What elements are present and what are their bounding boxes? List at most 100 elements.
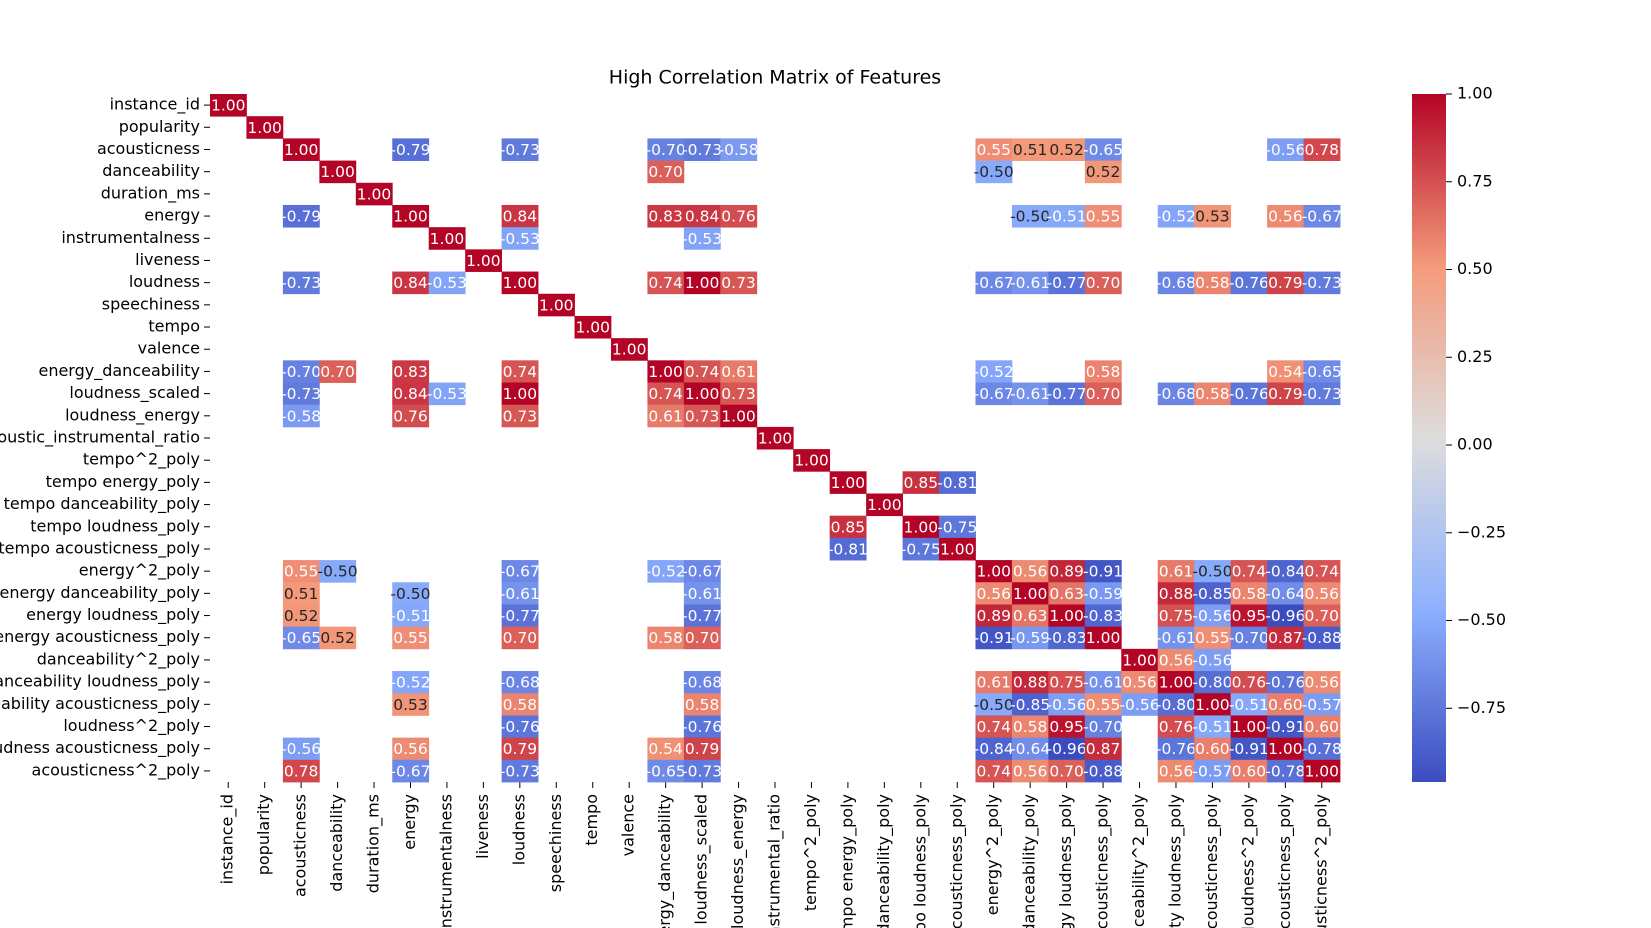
colorbar-tick-label: 1.00 [1457,84,1493,103]
cell [282,382,320,406]
cell-label: -0.51 [1229,696,1269,714]
cell-label: -0.91 [1229,740,1269,758]
cell [720,404,758,428]
cell [1230,626,1268,650]
cell-label: -0.73 [500,141,540,159]
cell-label: 0.73 [721,274,756,292]
cell [1157,604,1195,628]
cell [683,737,721,761]
cell [1194,626,1232,650]
cell [1157,560,1195,583]
cell [975,560,1013,583]
cell-label: 0.74 [648,385,683,403]
cell [829,515,867,539]
cell-label: -0.73 [281,385,321,403]
cell [1157,759,1195,783]
cell [902,471,940,494]
cell [683,560,721,583]
cell-label: -0.56 [1192,607,1232,625]
cell-label: -0.56 [1119,696,1159,714]
cell [282,759,320,783]
cell [1157,271,1195,295]
cell [1084,360,1122,383]
y-tick-label: instrumentalness [61,228,200,247]
cell-label: -0.68 [500,674,540,692]
cell-label: 0.70 [648,163,683,181]
cell [1303,204,1341,228]
x-tick-label: energy acousticness_poly [1093,794,1113,928]
y-tick-label: danceability^2_poly [37,649,200,669]
cell [1157,715,1195,739]
cell-label: 0.61 [648,407,683,425]
cell [1048,759,1086,783]
cell-label: -0.52 [974,363,1014,381]
cell-label: 0.70 [1049,762,1084,780]
cell [1230,693,1268,716]
cell-label: -0.53 [427,274,467,292]
cell [1230,560,1268,583]
cell-label: 0.61 [721,363,756,381]
cell-label: 1.00 [1013,585,1048,603]
cell-label: 1.00 [284,141,319,159]
cell [501,671,539,694]
y-tick-label: loudness^2_poly [63,716,200,736]
cell [1011,382,1049,406]
cell [1267,360,1304,383]
cell-label: -0.78 [1302,740,1342,758]
cell [683,626,721,650]
cell [1230,671,1268,694]
cell [1048,626,1086,650]
cell [1267,671,1304,694]
cell [1048,560,1086,583]
cell [1048,204,1086,228]
cell-label: 0.79 [685,740,720,758]
cell-label: 0.88 [1159,585,1194,603]
colorbar-tick-label: 0.25 [1457,347,1493,366]
x-tick-label: energy [400,794,419,850]
cell [501,560,539,583]
cell-label: 0.56 [393,740,428,758]
cell [501,759,539,783]
cell [1303,582,1341,605]
cell [1194,715,1232,739]
cell-label: 1.00 [721,407,756,425]
cell [647,160,685,184]
cell [501,693,539,716]
cell [720,138,758,161]
cell [319,160,357,184]
cell-label: -0.58 [718,141,758,159]
cell [1011,671,1049,694]
cell-label: -0.76 [1156,740,1196,758]
cell [1084,138,1122,161]
y-tick-label: loudness_scaled [69,383,200,403]
cell-label: 0.95 [1049,718,1084,736]
cell-label: -0.73 [1302,385,1342,403]
cell [975,138,1013,161]
cell-label: 0.52 [284,607,319,625]
cell-label: 1.00 [430,230,465,248]
cell-label: 1.00 [867,496,902,514]
cell-label: -0.50 [390,585,430,603]
cell-label: -0.59 [1010,629,1050,647]
cell-label: 0.74 [503,363,538,381]
cell [647,138,685,161]
cell [1267,626,1304,650]
cell [1011,693,1049,716]
cell [683,582,721,605]
cell [1194,582,1232,605]
y-tick-label: danceability [102,161,200,180]
cell-label: -0.50 [974,696,1014,714]
cell-label: -0.65 [281,629,321,647]
cell [1011,737,1049,761]
y-tick-label: tempo acousticness_poly [0,538,200,558]
cell-label: -0.73 [500,762,540,780]
cell [465,249,503,272]
cell [392,582,430,605]
cell-label: -0.77 [682,607,722,625]
cell [501,582,539,605]
cell [1121,693,1159,716]
cell-label: 0.58 [1195,385,1230,403]
cell [319,360,357,383]
cell [392,271,430,295]
